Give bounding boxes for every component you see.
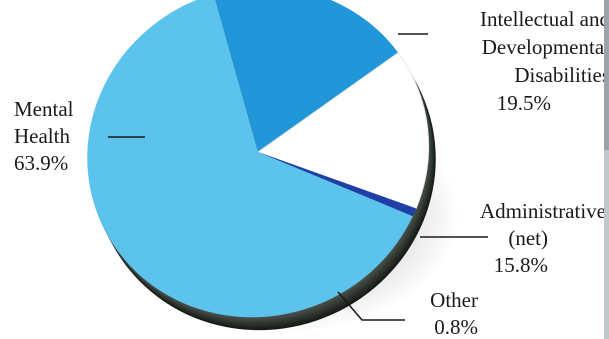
value-label-mental: 63.9% [14, 151, 68, 175]
pie-slice-administrative [257, 52, 430, 210]
value-label-administrative: 15.8% [494, 253, 548, 277]
label-administrative-line-2: (net) [508, 226, 548, 250]
pie-top [87, 0, 430, 318]
leader-line-other [337, 291, 405, 321]
label-mental-line-1: Mental [14, 97, 74, 121]
pie-slice-other [258, 152, 417, 217]
right-edge-strip-upper [604, 0, 609, 150]
label-administrative-line-1: Administrative [480, 199, 606, 223]
right-edge-strip-lower [604, 150, 609, 339]
pie-slice-mental [87, 0, 413, 318]
pie-labels: Intellectual and Developmental Disabilitie… [14, 7, 609, 339]
label-other-line-1: Other [430, 288, 478, 312]
label-intellectual-line-1: Intellectual and [480, 7, 609, 31]
label-intellectual-line-2: Developmental [482, 35, 609, 59]
pie-slice-intellectual [215, 0, 399, 152]
value-label-intellectual: 19.5% [497, 91, 551, 115]
label-mental-line-2: Health [14, 124, 70, 148]
label-intellectual-line-3: Disabilities [514, 63, 609, 87]
value-label-other: 0.8% [434, 315, 478, 339]
